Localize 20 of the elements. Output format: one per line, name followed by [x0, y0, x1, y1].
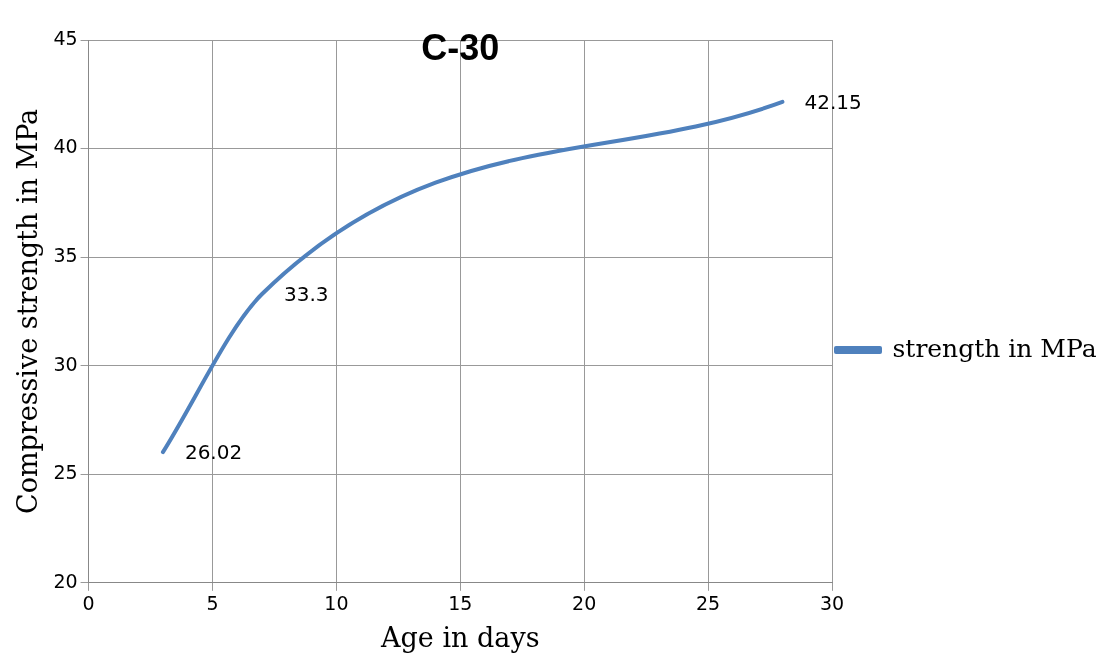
x-tick-label: 5: [206, 592, 219, 615]
y-tick-label: 30: [53, 352, 78, 375]
y-tick-label: 45: [53, 26, 78, 49]
legend-label: strength in MPa: [892, 333, 1097, 363]
x-tick-label: 15: [448, 592, 473, 615]
x-tick-label: 10: [324, 592, 349, 615]
y-axis-title: Compressive strength in MPa: [12, 108, 44, 515]
x-tick-label: 25: [696, 592, 721, 615]
y-tick-label: 25: [53, 461, 78, 484]
x-tick-label: 30: [819, 592, 845, 615]
data-label: 26.02: [184, 440, 243, 465]
y-tick-label: 35: [53, 244, 78, 267]
data-label: 33.3: [284, 282, 329, 307]
x-tick-label: 20: [572, 592, 597, 615]
y-tick-label: 20: [53, 569, 78, 592]
y-tick-label: 40: [53, 135, 78, 158]
x-axis-title: Age in days: [380, 621, 540, 653]
data-label: 42.15: [804, 90, 862, 115]
x-tick-label: 0: [82, 592, 95, 615]
chart-title: C-30: [421, 26, 500, 68]
